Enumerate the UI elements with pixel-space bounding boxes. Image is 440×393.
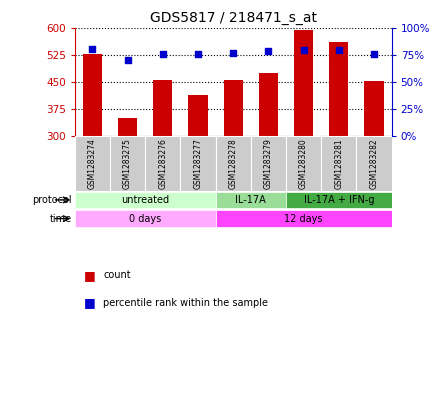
Text: GSM1283276: GSM1283276 xyxy=(158,138,167,189)
Text: GSM1283278: GSM1283278 xyxy=(229,138,238,189)
Point xyxy=(124,57,131,63)
Title: GDS5817 / 218471_s_at: GDS5817 / 218471_s_at xyxy=(150,11,317,25)
Bar xyxy=(180,136,216,191)
Bar xyxy=(224,80,243,136)
Bar xyxy=(153,80,172,136)
Bar xyxy=(294,30,313,136)
Bar xyxy=(286,191,392,208)
Text: GSM1283275: GSM1283275 xyxy=(123,138,132,189)
Point xyxy=(300,47,307,53)
Bar xyxy=(110,136,145,191)
Bar xyxy=(145,136,180,191)
Text: ■: ■ xyxy=(84,296,95,309)
Bar xyxy=(364,81,384,136)
Text: GSM1283274: GSM1283274 xyxy=(88,138,97,189)
Bar xyxy=(216,191,286,208)
Bar xyxy=(118,118,137,136)
Bar xyxy=(75,210,216,227)
Bar xyxy=(251,136,286,191)
Bar xyxy=(83,54,102,136)
Text: protocol: protocol xyxy=(32,195,72,205)
Bar xyxy=(216,210,392,227)
Text: GSM1283282: GSM1283282 xyxy=(370,138,378,189)
Point xyxy=(159,50,166,57)
Point xyxy=(370,50,378,57)
Bar xyxy=(216,136,251,191)
Text: untreated: untreated xyxy=(121,195,169,205)
Bar xyxy=(356,136,392,191)
Text: GSM1283277: GSM1283277 xyxy=(194,138,202,189)
Text: 0 days: 0 days xyxy=(129,214,161,224)
Bar xyxy=(75,136,110,191)
Text: ■: ■ xyxy=(84,268,95,282)
Point xyxy=(265,48,272,55)
Text: GSM1283279: GSM1283279 xyxy=(264,138,273,189)
Bar xyxy=(259,73,278,136)
Point xyxy=(89,46,96,52)
Bar xyxy=(329,42,348,136)
Text: GSM1283281: GSM1283281 xyxy=(334,138,343,189)
Bar xyxy=(75,191,216,208)
Text: IL-17A + IFN-g: IL-17A + IFN-g xyxy=(304,195,374,205)
Bar xyxy=(286,136,321,191)
Text: count: count xyxy=(103,270,131,280)
Text: GSM1283280: GSM1283280 xyxy=(299,138,308,189)
Text: time: time xyxy=(50,214,72,224)
Point xyxy=(335,47,342,53)
Text: percentile rank within the sample: percentile rank within the sample xyxy=(103,298,268,308)
Text: IL-17A: IL-17A xyxy=(235,195,266,205)
Point xyxy=(230,50,237,56)
Bar xyxy=(321,136,356,191)
Bar xyxy=(188,95,208,136)
Text: 12 days: 12 days xyxy=(284,214,323,224)
Point xyxy=(194,50,202,57)
